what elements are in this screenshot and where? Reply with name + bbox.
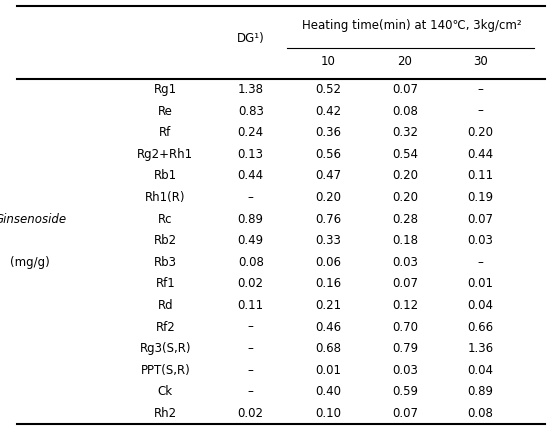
Text: 30: 30 bbox=[473, 55, 488, 68]
Text: 0.59: 0.59 bbox=[392, 385, 418, 398]
Text: –: – bbox=[248, 321, 253, 334]
Text: 0.79: 0.79 bbox=[392, 342, 418, 355]
Text: 0.66: 0.66 bbox=[467, 321, 494, 334]
Text: 0.21: 0.21 bbox=[315, 299, 341, 312]
Text: 1.38: 1.38 bbox=[237, 83, 264, 96]
Text: 0.24: 0.24 bbox=[237, 126, 264, 139]
Text: 0.01: 0.01 bbox=[467, 277, 494, 290]
Text: 0.70: 0.70 bbox=[392, 321, 418, 334]
Text: 0.03: 0.03 bbox=[468, 234, 493, 247]
Text: Rb1: Rb1 bbox=[154, 169, 177, 182]
Text: Rf1: Rf1 bbox=[155, 277, 175, 290]
Text: 0.33: 0.33 bbox=[315, 234, 341, 247]
Text: 0.07: 0.07 bbox=[392, 277, 418, 290]
Text: Rh2: Rh2 bbox=[154, 407, 177, 420]
Text: 0.08: 0.08 bbox=[238, 256, 263, 269]
Text: 0.54: 0.54 bbox=[392, 148, 418, 161]
Text: 0.46: 0.46 bbox=[315, 321, 341, 334]
Text: 0.01: 0.01 bbox=[315, 364, 341, 377]
Text: Rb3: Rb3 bbox=[154, 256, 177, 269]
Text: 0.13: 0.13 bbox=[237, 148, 264, 161]
Text: 0.16: 0.16 bbox=[315, 277, 341, 290]
Text: 0.11: 0.11 bbox=[467, 169, 494, 182]
Text: 0.07: 0.07 bbox=[392, 407, 418, 420]
Text: 0.32: 0.32 bbox=[392, 126, 418, 139]
Text: –: – bbox=[248, 364, 253, 377]
Text: 0.49: 0.49 bbox=[237, 234, 264, 247]
Text: –: – bbox=[478, 105, 483, 118]
Text: 0.03: 0.03 bbox=[392, 364, 418, 377]
Text: 0.07: 0.07 bbox=[467, 213, 494, 226]
Text: 0.20: 0.20 bbox=[392, 169, 418, 182]
Text: 0.11: 0.11 bbox=[237, 299, 264, 312]
Text: 0.36: 0.36 bbox=[315, 126, 341, 139]
Text: Rf2: Rf2 bbox=[155, 321, 175, 334]
Text: 0.52: 0.52 bbox=[315, 83, 341, 96]
Text: 0.12: 0.12 bbox=[392, 299, 418, 312]
Text: 0.20: 0.20 bbox=[392, 191, 418, 204]
Text: 0.76: 0.76 bbox=[315, 213, 341, 226]
Text: PPT(S,R): PPT(S,R) bbox=[141, 364, 190, 377]
Text: 0.02: 0.02 bbox=[237, 407, 264, 420]
Text: Ginsenoside: Ginsenoside bbox=[0, 213, 66, 226]
Text: Heating time(min) at 140℃, 3kg/cm²: Heating time(min) at 140℃, 3kg/cm² bbox=[302, 19, 522, 32]
Text: DG¹): DG¹) bbox=[237, 32, 264, 45]
Text: –: – bbox=[478, 83, 483, 96]
Text: 0.07: 0.07 bbox=[392, 83, 418, 96]
Text: 0.28: 0.28 bbox=[392, 213, 418, 226]
Text: 0.04: 0.04 bbox=[467, 364, 494, 377]
Text: 10: 10 bbox=[321, 55, 335, 68]
Text: –: – bbox=[478, 256, 483, 269]
Text: 0.47: 0.47 bbox=[315, 169, 341, 182]
Text: 0.19: 0.19 bbox=[467, 191, 494, 204]
Text: 0.20: 0.20 bbox=[315, 191, 341, 204]
Text: Rc: Rc bbox=[158, 213, 172, 226]
Text: (mg/g): (mg/g) bbox=[10, 256, 50, 269]
Text: 0.42: 0.42 bbox=[315, 105, 341, 118]
Text: –: – bbox=[248, 385, 253, 398]
Text: Rg3(S,R): Rg3(S,R) bbox=[139, 342, 191, 355]
Text: Rd: Rd bbox=[158, 299, 173, 312]
Text: 0.08: 0.08 bbox=[468, 407, 493, 420]
Text: 0.56: 0.56 bbox=[315, 148, 341, 161]
Text: 0.83: 0.83 bbox=[238, 105, 263, 118]
Text: 0.44: 0.44 bbox=[237, 169, 264, 182]
Text: 0.02: 0.02 bbox=[237, 277, 264, 290]
Text: 0.04: 0.04 bbox=[467, 299, 494, 312]
Text: Rh1(R): Rh1(R) bbox=[145, 191, 186, 204]
Text: 0.08: 0.08 bbox=[392, 105, 418, 118]
Text: Rf: Rf bbox=[159, 126, 171, 139]
Text: 0.10: 0.10 bbox=[315, 407, 341, 420]
Text: Rb2: Rb2 bbox=[154, 234, 177, 247]
Text: –: – bbox=[248, 342, 253, 355]
Text: 0.40: 0.40 bbox=[315, 385, 341, 398]
Text: –: – bbox=[248, 191, 253, 204]
Text: 0.89: 0.89 bbox=[237, 213, 264, 226]
Text: Rg2+Rh1: Rg2+Rh1 bbox=[137, 148, 193, 161]
Text: 0.03: 0.03 bbox=[392, 256, 418, 269]
Text: 0.06: 0.06 bbox=[315, 256, 341, 269]
Text: Ck: Ck bbox=[158, 385, 173, 398]
Text: 0.44: 0.44 bbox=[467, 148, 494, 161]
Text: Rg1: Rg1 bbox=[154, 83, 177, 96]
Text: 0.20: 0.20 bbox=[467, 126, 494, 139]
Text: 0.68: 0.68 bbox=[315, 342, 341, 355]
Text: 1.36: 1.36 bbox=[467, 342, 494, 355]
Text: Re: Re bbox=[158, 105, 172, 118]
Text: 20: 20 bbox=[398, 55, 412, 68]
Text: 0.18: 0.18 bbox=[392, 234, 418, 247]
Text: 0.89: 0.89 bbox=[467, 385, 494, 398]
